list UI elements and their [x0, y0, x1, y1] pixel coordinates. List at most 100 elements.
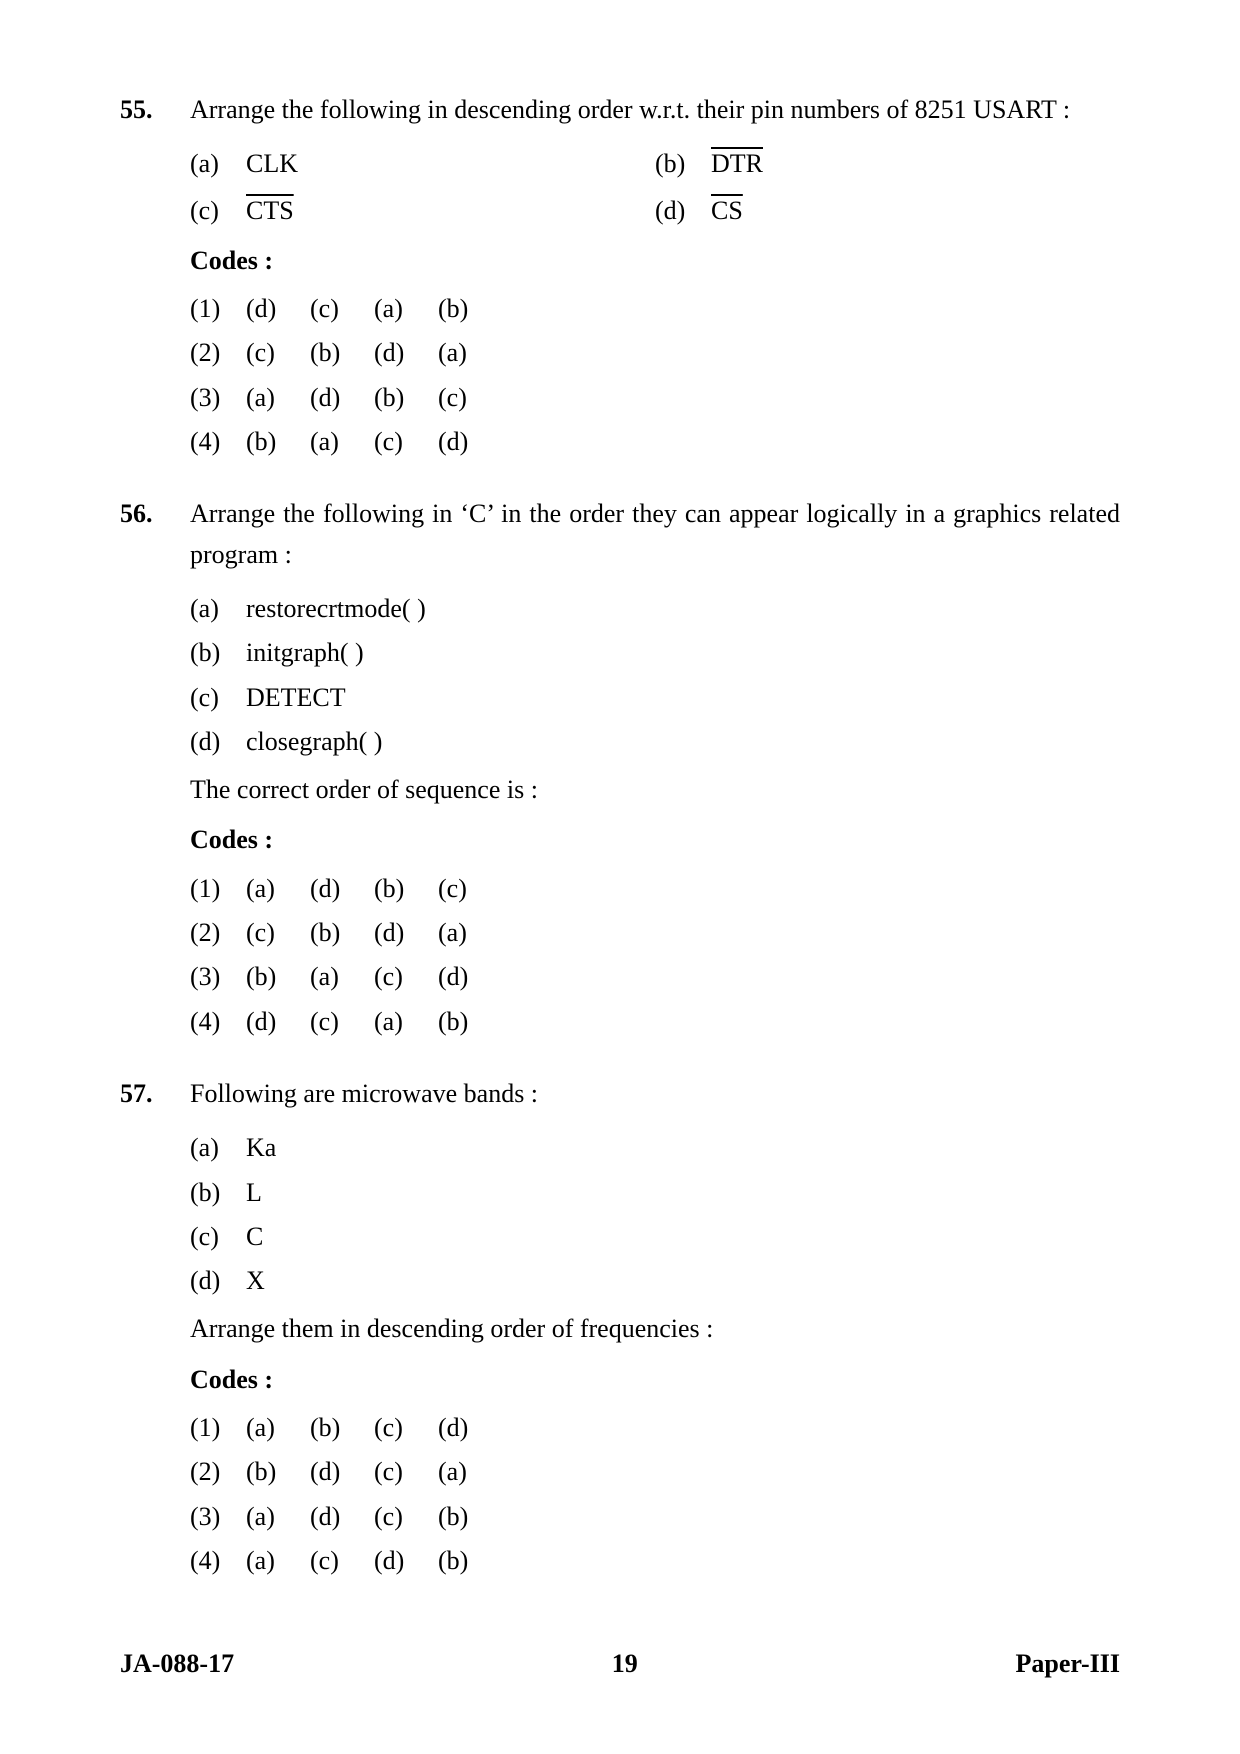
option-label: (c): [190, 678, 246, 718]
question-number: 57.: [120, 1074, 190, 1585]
code-cell: (b): [246, 1452, 310, 1492]
code-cell: (b): [438, 1002, 502, 1042]
question-56: 56. Arrange the following in ‘C’ in the …: [120, 494, 1120, 1046]
option-text: L: [246, 1173, 1120, 1213]
code-cell: (d): [310, 869, 374, 909]
code-number: (1): [190, 869, 246, 909]
exam-page: 55. Arrange the following in descending …: [0, 0, 1240, 1754]
option-cell: (a) CLK: [190, 144, 655, 184]
code-cell: (a): [246, 378, 310, 418]
option-label: (b): [190, 633, 246, 673]
code-cell: (d): [374, 333, 438, 373]
option-row: (b) L: [190, 1173, 1120, 1213]
footer-left: JA-088-17: [120, 1644, 234, 1684]
codes-row: (2) (b) (d) (c) (a): [190, 1452, 1120, 1492]
page-footer: JA-088-17 19 Paper-III: [120, 1644, 1120, 1684]
code-cell: (c): [246, 913, 310, 953]
options-list: (a) restorecrtmode( ) (b) initgraph( ) (…: [190, 589, 1120, 762]
footer-center: 19: [612, 1644, 638, 1684]
code-cell: (d): [438, 1408, 502, 1448]
question-body: Following are microwave bands : (a) Ka (…: [190, 1074, 1120, 1585]
code-number: (4): [190, 1002, 246, 1042]
code-cell: (d): [310, 378, 374, 418]
option-row: (c) DETECT: [190, 678, 1120, 718]
code-number: (2): [190, 333, 246, 373]
question-number: 55.: [120, 90, 190, 466]
codes-row: (4) (d) (c) (a) (b): [190, 1002, 1120, 1042]
footer-right: Paper-III: [1016, 1644, 1120, 1684]
option-label: (d): [190, 1261, 246, 1301]
option-label: (a): [190, 1128, 246, 1168]
option-label: (b): [190, 1173, 246, 1213]
code-cell: (c): [310, 1541, 374, 1581]
question-stem: Arrange the following in ‘C’ in the orde…: [190, 494, 1120, 575]
option-row: (d) X: [190, 1261, 1120, 1301]
codes-row: (4) (a) (c) (d) (b): [190, 1541, 1120, 1581]
overline-text: CTS: [246, 196, 294, 225]
option-label: (d): [655, 191, 711, 231]
option-cell: (d) CS: [655, 191, 1120, 231]
question-57: 57. Following are microwave bands : (a) …: [120, 1074, 1120, 1585]
code-cell: (c): [374, 1452, 438, 1492]
codes-row: (1) (d) (c) (a) (b): [190, 289, 1120, 329]
code-cell: (a): [374, 1002, 438, 1042]
code-cell: (c): [310, 289, 374, 329]
codes-row: (1) (a) (b) (c) (d): [190, 1408, 1120, 1448]
code-cell: (a): [246, 869, 310, 909]
codes-row: (3) (b) (a) (c) (d): [190, 957, 1120, 997]
codes-heading: Codes :: [190, 1360, 1120, 1400]
code-cell: (c): [246, 333, 310, 373]
code-cell: (a): [438, 1452, 502, 1492]
code-cell: (d): [374, 913, 438, 953]
code-cell: (b): [438, 289, 502, 329]
code-cell: (d): [246, 289, 310, 329]
option-row: (c) C: [190, 1217, 1120, 1257]
codes-row: (3) (a) (d) (c) (b): [190, 1497, 1120, 1537]
code-number: (3): [190, 378, 246, 418]
question-body: Arrange the following in ‘C’ in the orde…: [190, 494, 1120, 1046]
code-cell: (b): [310, 333, 374, 373]
code-cell: (a): [310, 957, 374, 997]
option-text: X: [246, 1261, 1120, 1301]
codes-row: (4) (b) (a) (c) (d): [190, 422, 1120, 462]
code-cell: (c): [374, 957, 438, 997]
code-cell: (b): [310, 913, 374, 953]
codes-row: (2) (c) (b) (d) (a): [190, 913, 1120, 953]
code-cell: (d): [374, 1541, 438, 1581]
code-number: (4): [190, 1541, 246, 1581]
code-number: (4): [190, 422, 246, 462]
code-cell: (d): [310, 1497, 374, 1537]
sub-stem: The correct order of sequence is :: [190, 770, 1120, 810]
option-text: closegraph( ): [246, 722, 1120, 762]
option-text: C: [246, 1217, 1120, 1257]
code-cell: (d): [246, 1002, 310, 1042]
option-label: (a): [190, 144, 246, 184]
code-cell: (c): [374, 422, 438, 462]
code-cell: (d): [310, 1452, 374, 1492]
option-text: Ka: [246, 1128, 1120, 1168]
option-row: (d) closegraph( ): [190, 722, 1120, 762]
option-label: (b): [655, 144, 711, 184]
option-row: (a) Ka: [190, 1128, 1120, 1168]
options-list: (a) Ka (b) L (c) C (d) X: [190, 1128, 1120, 1301]
option-label: (a): [190, 589, 246, 629]
question-stem: Arrange the following in descending orde…: [190, 90, 1120, 130]
option-text: DTR: [711, 144, 1120, 184]
option-text: DETECT: [246, 678, 1120, 718]
code-cell: (a): [246, 1541, 310, 1581]
code-cell: (a): [246, 1408, 310, 1448]
option-cell: (c) CTS: [190, 191, 655, 231]
code-cell: (b): [246, 422, 310, 462]
codes-row: (2) (c) (b) (d) (a): [190, 333, 1120, 373]
option-text: CS: [711, 191, 1120, 231]
code-cell: (a): [246, 1497, 310, 1537]
option-row: (c) CTS (d) CS: [190, 191, 1120, 231]
question-number: 56.: [120, 494, 190, 1046]
code-number: (2): [190, 1452, 246, 1492]
option-row: (a) restorecrtmode( ): [190, 589, 1120, 629]
option-cell: (b) DTR: [655, 144, 1120, 184]
code-cell: (c): [374, 1408, 438, 1448]
code-cell: (a): [310, 422, 374, 462]
code-cell: (c): [374, 1497, 438, 1537]
option-row: (b) initgraph( ): [190, 633, 1120, 673]
